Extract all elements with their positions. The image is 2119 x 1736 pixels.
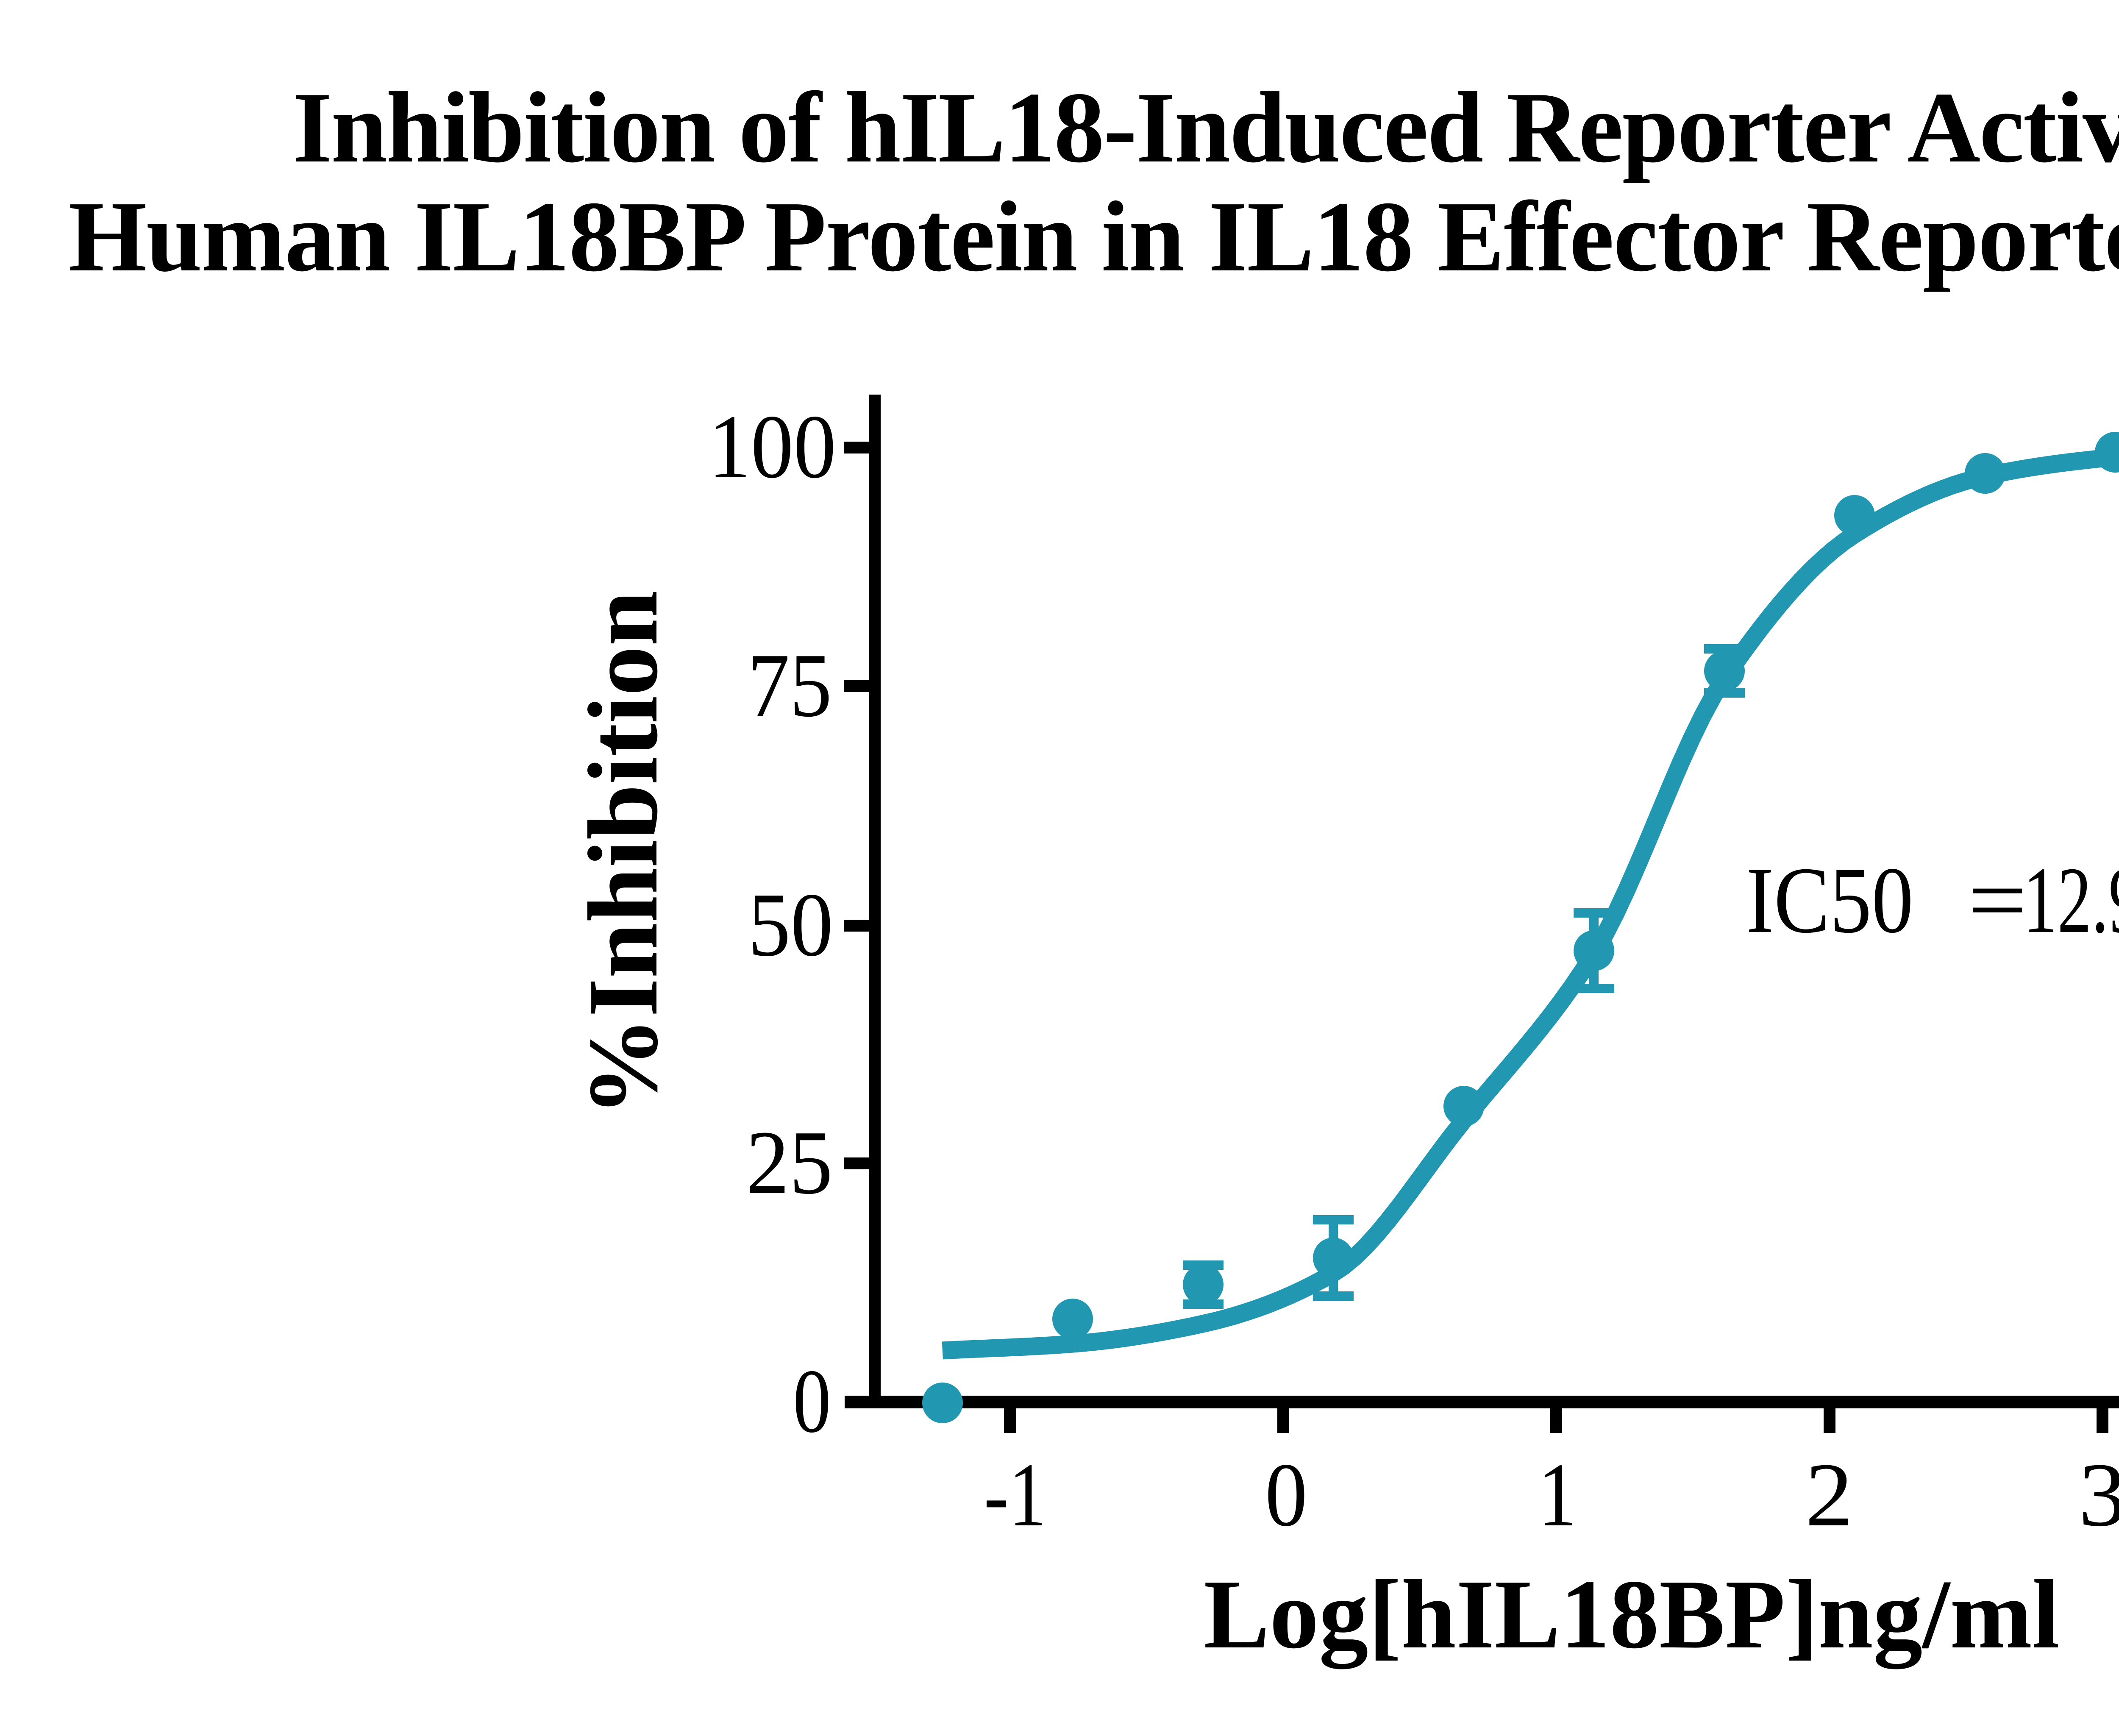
svg-text:12.9: 12.9 [2023, 848, 2119, 953]
svg-text:IC50: IC50 [1746, 848, 1913, 953]
svg-text:Log[hIL18BP]ng/ml: Log[hIL18BP]ng/ml [1204, 1560, 2060, 1669]
svg-text:%Inhibition: %Inhibition [568, 591, 678, 1117]
svg-text:75: 75 [748, 634, 832, 736]
svg-text:0: 0 [1265, 1444, 1307, 1545]
svg-text:1: 1 [1538, 1444, 1577, 1545]
svg-text:Inhibition of hIL18-Induced Re: Inhibition of hIL18-Induced Reporter Act… [293, 71, 2119, 184]
svg-text:100: 100 [708, 396, 836, 497]
svg-text:50: 50 [748, 874, 833, 975]
svg-text:25: 25 [746, 1112, 833, 1213]
svg-text:-1: -1 [984, 1444, 1046, 1545]
svg-text:Human IL18BP Protein in IL18 E: Human IL18BP Protein in IL18 Effector Re… [69, 168, 2119, 307]
svg-text:=: = [1968, 848, 2027, 953]
svg-text:0: 0 [793, 1350, 831, 1452]
svg-text:3: 3 [2079, 1444, 2119, 1545]
svg-text:2: 2 [1805, 1444, 1853, 1545]
